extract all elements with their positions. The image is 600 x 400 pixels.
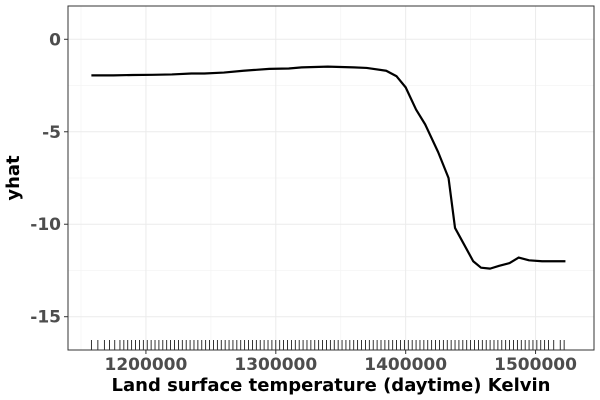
minor-gridlines xyxy=(68,6,594,350)
y-tick-label: 0 xyxy=(49,30,61,50)
x-tick-label: 1500000 xyxy=(494,355,577,375)
y-axis-ticks: 0 -5 -10 -15 xyxy=(30,30,68,328)
y-tick-label: -5 xyxy=(42,123,61,143)
panel-border xyxy=(67,5,595,351)
x-axis-ticks: 1200000 1300000 1400000 1500000 xyxy=(105,350,577,375)
y-axis-title: yhat xyxy=(3,155,24,201)
y-tick-label: -15 xyxy=(30,308,61,328)
x-tick-label: 1200000 xyxy=(105,355,188,375)
x-tick-label: 1300000 xyxy=(234,355,317,375)
y-tick-label: -10 xyxy=(30,215,61,235)
rug-marks xyxy=(90,340,565,350)
x-axis-title: Land surface temperature (daytime) Kelvi… xyxy=(112,375,551,396)
major-gridlines xyxy=(68,6,594,350)
x-tick-label: 1400000 xyxy=(364,355,447,375)
yhat-line xyxy=(91,65,566,270)
